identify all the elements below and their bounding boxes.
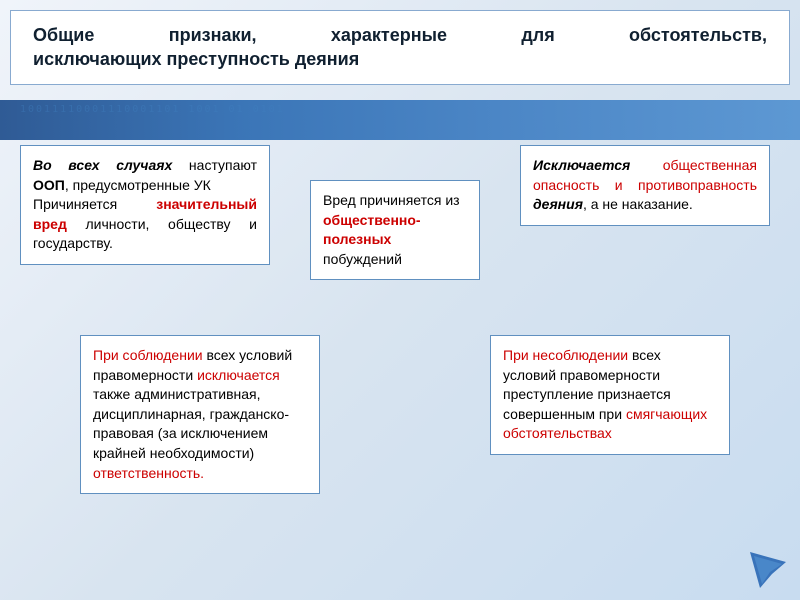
corner-marker-icon	[746, 548, 790, 592]
box1-para1: Во всех случаях наступают ООП, предусмот…	[33, 156, 257, 195]
feature-box-3: Исключается общественная опасность и про…	[520, 145, 770, 226]
text-span: При несоблюдении	[503, 347, 628, 363]
text-span: Исключается	[533, 157, 630, 173]
text-span: При соблюдении	[93, 347, 203, 363]
title-line-1: Общие признаки, характерные для обстояте…	[33, 23, 767, 47]
background	[0, 0, 800, 600]
page-title: Общие признаки, характерные для обстояте…	[10, 10, 790, 85]
text-span: ответственность.	[93, 465, 204, 481]
text-span: деяния	[533, 196, 583, 212]
box1-para2: Причиняется значительный вред личности, …	[33, 195, 257, 254]
text-span: , а не наказание.	[583, 196, 693, 212]
feature-box-2: Вред причиняется из общественно-полезных…	[310, 180, 480, 280]
text-span: Во всех случаях	[33, 157, 172, 173]
text-span: , предусмотренные УК	[65, 177, 211, 193]
feature-box-5: При несоблюдении всех условий правомерно…	[490, 335, 730, 455]
text-span: исключается	[197, 367, 280, 383]
title-line-2: исключающих преступность деяния	[33, 47, 767, 71]
text-span: личности, обществу и государству.	[33, 216, 257, 252]
stripe-binary-text: 10011110001110001101 1001 01 0101	[20, 104, 285, 115]
text-span: наступают	[172, 157, 257, 173]
feature-box-4: При соблюдении всех условий правомерност…	[80, 335, 320, 494]
text-span: побуждений	[323, 251, 402, 267]
text-span: Вред причиняется из	[323, 192, 460, 208]
text-span: ООП	[33, 177, 65, 193]
feature-box-1: Во всех случаях наступают ООП, предусмот…	[20, 145, 270, 265]
text-span: также административная, дисциплинарная, …	[93, 386, 289, 461]
text-span: общественно-полезных	[323, 212, 421, 248]
text-span: Причиняется	[33, 196, 156, 212]
